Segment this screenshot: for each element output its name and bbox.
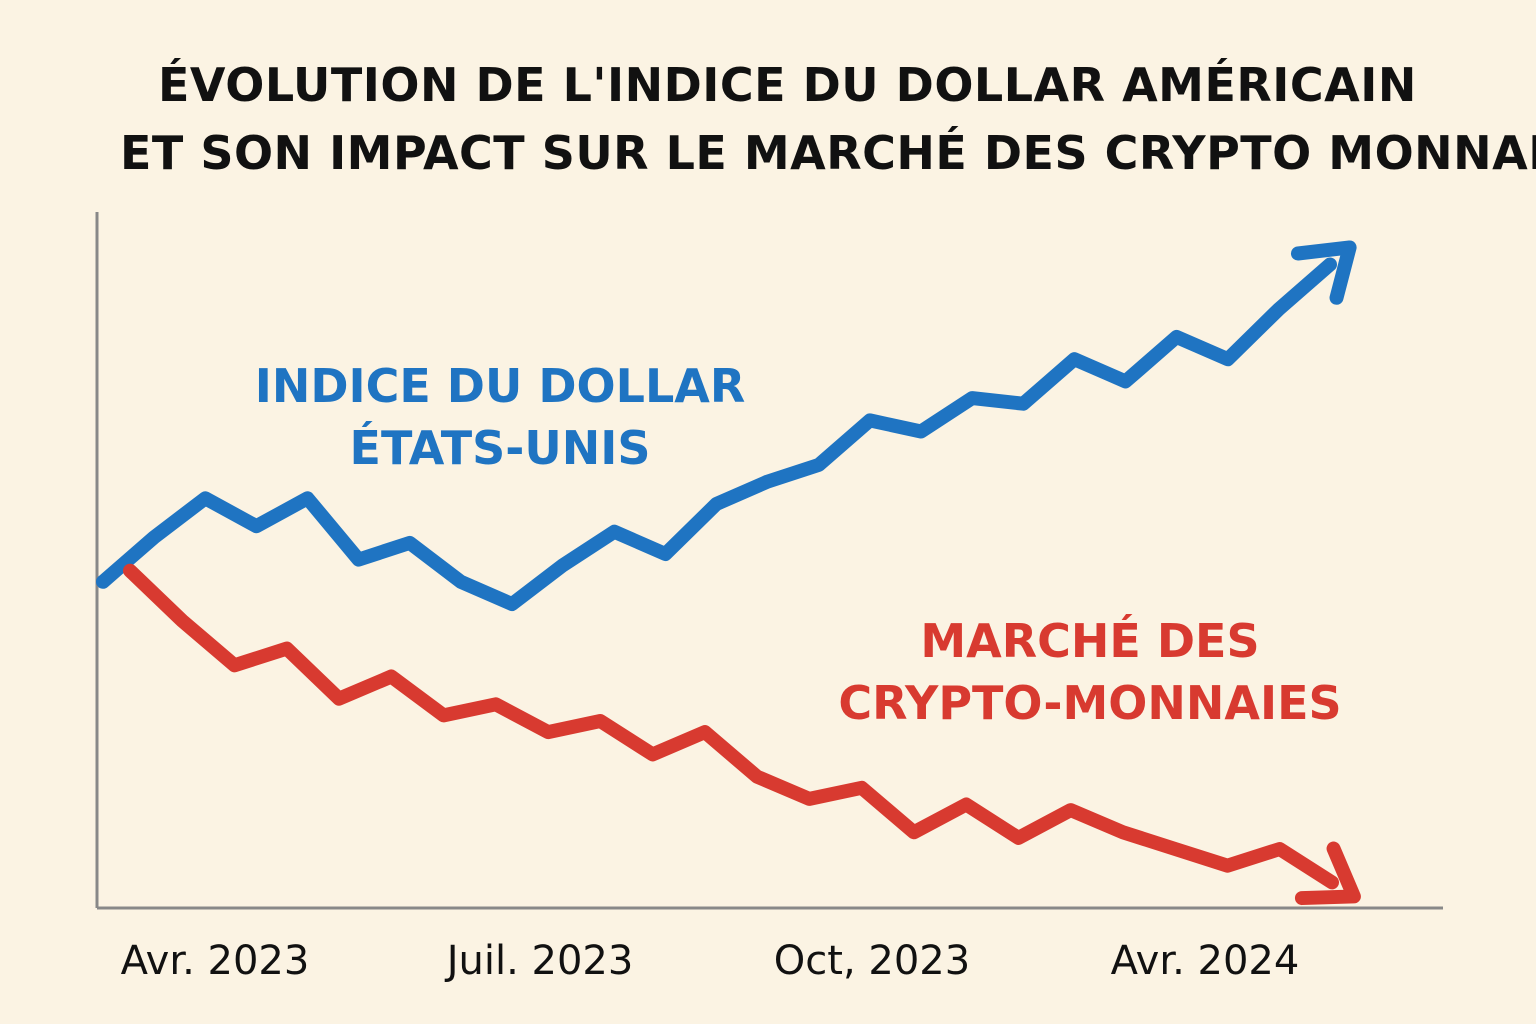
x-tick-label: Avr. 2023 (121, 938, 310, 984)
x-tick-label: Avr. 2024 (1111, 938, 1300, 984)
series-line-dollar-index (96, 257, 1337, 612)
series-label-dollar-index: INDICE DU DOLLAR ÉTATS-UNIS (250, 355, 750, 479)
series-arrowhead-dollar-index (1290, 240, 1357, 305)
series-label-crypto-market: MARCHÉ DES CRYPTO-MONNAIES (830, 610, 1350, 734)
chart-title: ÉVOLUTION DE L'INDICE DU DOLLAR AMÉRICAI… (158, 58, 1417, 112)
series-arrowhead-crypto-market (1294, 841, 1361, 906)
series-line-crypto-market (123, 563, 1339, 890)
series-label-dollar-line-2: ÉTATS-UNIS (349, 421, 651, 475)
x-tick-label: Oct, 2023 (774, 938, 970, 984)
series-label-dollar-line-1: INDICE DU DOLLAR (254, 359, 746, 413)
chart-subtitle: ET SON IMPACT SUR LE MARCHÉ DES CRYPTO M… (120, 126, 1536, 180)
x-tick-label: Juil. 2023 (444, 938, 634, 984)
series-label-crypto-line-2: CRYPTO-MONNAIES (838, 676, 1342, 730)
series-label-crypto-line-1: MARCHÉ DES (920, 614, 1260, 668)
